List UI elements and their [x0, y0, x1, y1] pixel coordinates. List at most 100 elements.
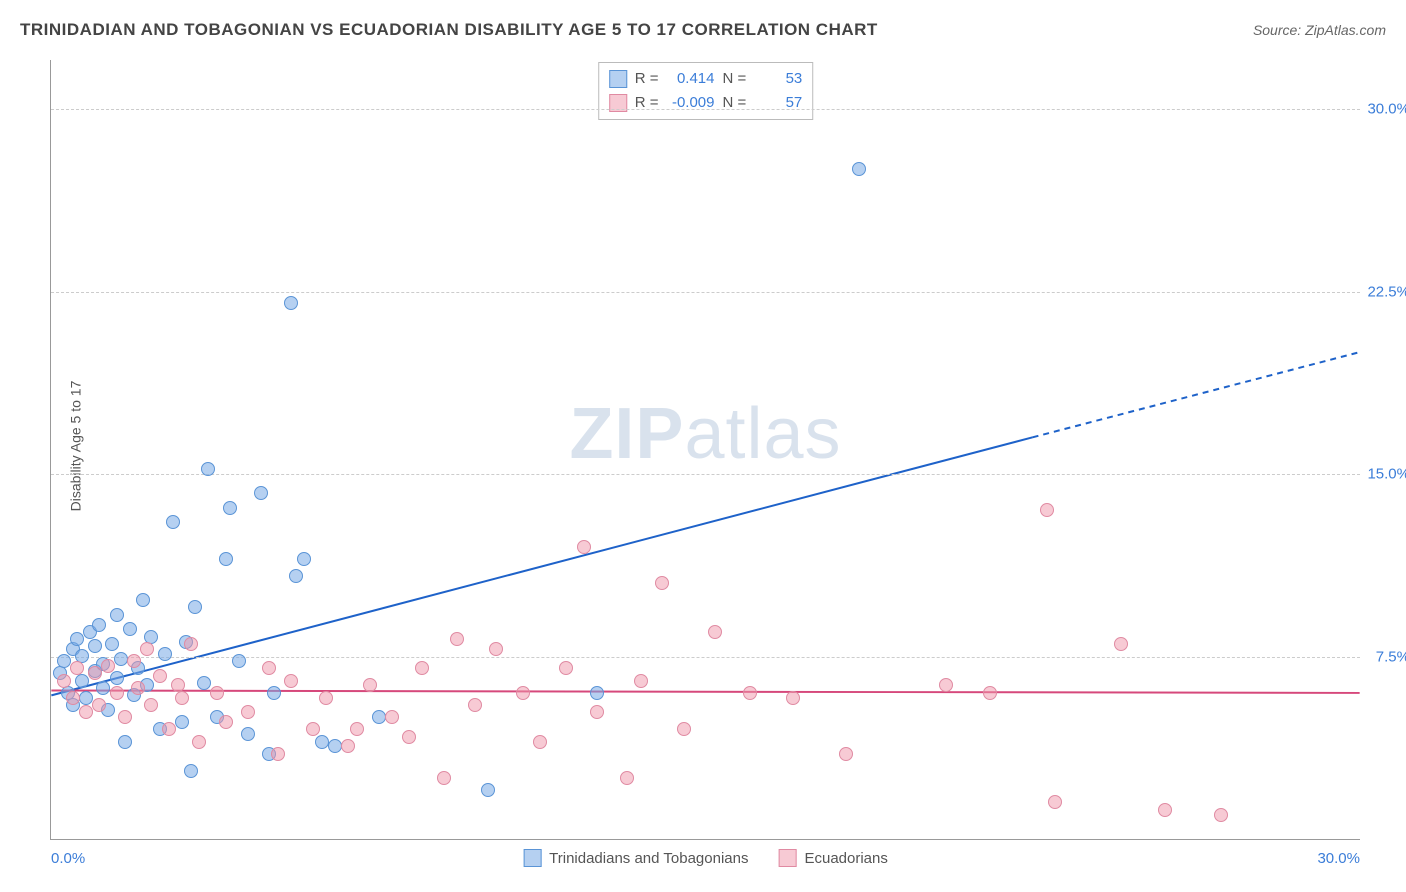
data-point	[92, 698, 106, 712]
data-point	[88, 639, 102, 653]
data-point	[372, 710, 386, 724]
data-point	[437, 771, 451, 785]
n-label: N =	[723, 91, 747, 115]
scatter-plot-area: ZIPatlas R = 0.414 N = 53 R = -0.009 N =…	[50, 60, 1360, 840]
data-point	[267, 686, 281, 700]
trend-lines-layer	[51, 60, 1360, 839]
data-point	[328, 739, 342, 753]
data-point	[75, 674, 89, 688]
data-point	[114, 652, 128, 666]
data-point	[319, 691, 333, 705]
gridline	[51, 474, 1360, 475]
data-point	[110, 608, 124, 622]
data-point	[284, 296, 298, 310]
data-point	[533, 735, 547, 749]
data-point	[1158, 803, 1172, 817]
data-point	[110, 671, 124, 685]
data-point	[57, 654, 71, 668]
data-point	[786, 691, 800, 705]
data-point	[241, 705, 255, 719]
data-point	[131, 681, 145, 695]
data-point	[489, 642, 503, 656]
data-point	[201, 462, 215, 476]
data-point	[241, 727, 255, 741]
data-point	[677, 722, 691, 736]
r-label: R =	[635, 67, 659, 91]
data-point	[57, 674, 71, 688]
data-point	[743, 686, 757, 700]
data-point	[1048, 795, 1062, 809]
r-label: R =	[635, 91, 659, 115]
data-point	[839, 747, 853, 761]
data-point	[415, 661, 429, 675]
data-point	[634, 674, 648, 688]
data-point	[101, 659, 115, 673]
data-point	[166, 515, 180, 529]
y-tick-label: 22.5%	[1362, 283, 1406, 300]
data-point	[468, 698, 482, 712]
source-attribution: Source: ZipAtlas.com	[1253, 22, 1386, 38]
data-point	[590, 686, 604, 700]
data-point	[184, 764, 198, 778]
gridline	[51, 657, 1360, 658]
x-tick-max: 30.0%	[1317, 850, 1360, 867]
data-point	[184, 637, 198, 651]
legend-label: Trinidadians and Tobagonians	[549, 850, 748, 867]
data-point	[1214, 808, 1228, 822]
data-point	[105, 637, 119, 651]
data-point	[284, 674, 298, 688]
data-point	[70, 661, 84, 675]
data-point	[210, 686, 224, 700]
data-point	[92, 618, 106, 632]
n-value: 57	[754, 91, 802, 115]
stats-row: R = -0.009 N = 57	[609, 91, 803, 115]
data-point	[559, 661, 573, 675]
data-point	[118, 710, 132, 724]
data-point	[1040, 503, 1054, 517]
data-point	[158, 647, 172, 661]
data-point	[110, 686, 124, 700]
data-point	[127, 654, 141, 668]
data-point	[341, 739, 355, 753]
gridline	[51, 292, 1360, 293]
data-point	[983, 686, 997, 700]
watermark: ZIPatlas	[569, 393, 841, 475]
n-value: 53	[754, 67, 802, 91]
data-point	[136, 593, 150, 607]
data-point	[140, 642, 154, 656]
legend-item: Trinidadians and Tobagonians	[523, 849, 748, 867]
data-point	[516, 686, 530, 700]
data-point	[577, 540, 591, 554]
y-tick-label: 15.0%	[1362, 466, 1406, 483]
data-point	[162, 722, 176, 736]
data-point	[363, 678, 377, 692]
data-point	[175, 691, 189, 705]
r-value: -0.009	[667, 91, 715, 115]
data-point	[271, 747, 285, 761]
data-point	[708, 625, 722, 639]
data-point	[481, 783, 495, 797]
data-point	[188, 600, 202, 614]
data-point	[620, 771, 634, 785]
data-point	[153, 669, 167, 683]
data-point	[118, 735, 132, 749]
data-point	[590, 705, 604, 719]
x-tick-min: 0.0%	[51, 850, 85, 867]
series2-swatch	[778, 849, 796, 867]
gridline	[51, 109, 1360, 110]
data-point	[262, 661, 276, 675]
data-point	[350, 722, 364, 736]
data-point	[939, 678, 953, 692]
chart-title: TRINIDADIAN AND TOBAGONIAN VS ECUADORIAN…	[20, 20, 878, 40]
data-point	[192, 735, 206, 749]
data-point	[306, 722, 320, 736]
data-point	[254, 486, 268, 500]
data-point	[450, 632, 464, 646]
stats-row: R = 0.414 N = 53	[609, 67, 803, 91]
correlation-stats-box: R = 0.414 N = 53 R = -0.009 N = 57	[598, 62, 814, 120]
data-point	[88, 666, 102, 680]
data-point	[402, 730, 416, 744]
series-legend: Trinidadians and Tobagonians Ecuadorians	[523, 849, 888, 867]
data-point	[315, 735, 329, 749]
data-point	[223, 501, 237, 515]
